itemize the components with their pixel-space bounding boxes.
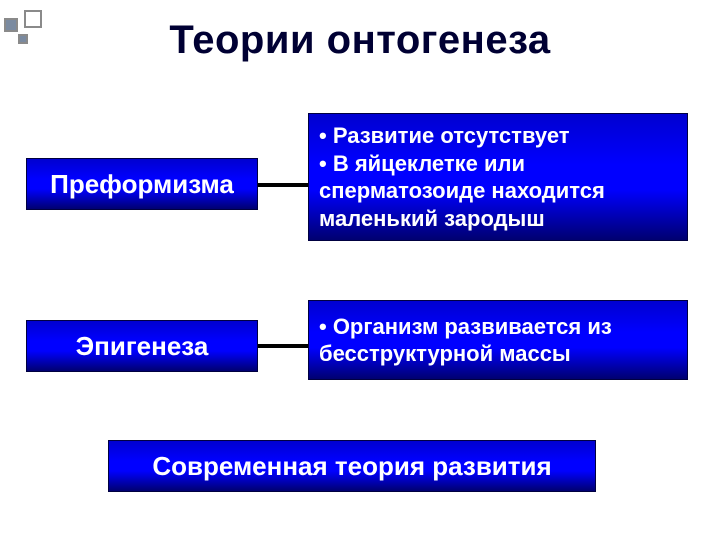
desc-line: сперматозоиде находится bbox=[319, 177, 605, 205]
label-text: Преформизма bbox=[50, 169, 234, 200]
desc-line: • Развитие отсутствует bbox=[319, 122, 605, 150]
theory-label-epigenesis: Эпигенеза bbox=[26, 320, 258, 372]
theory-label-preformism: Преформизма bbox=[26, 158, 258, 210]
theory-label-modern: Современная теория развития bbox=[108, 440, 596, 492]
desc-line: бесструктурной массы bbox=[319, 340, 612, 368]
theory-desc-epigenesis: • Организм развивается из бесструктурной… bbox=[308, 300, 688, 380]
label-text: Эпигенеза bbox=[76, 331, 209, 362]
theory-desc-preformism: • Развитие отсутствует • В яйцеклетке ил… bbox=[308, 113, 688, 241]
page-title: Теории онтогенеза bbox=[0, 0, 720, 63]
connector bbox=[258, 183, 308, 187]
desc-line: маленький зародыш bbox=[319, 205, 605, 233]
desc-line: • В яйцеклетке или bbox=[319, 150, 605, 178]
corner-decoration bbox=[0, 0, 80, 60]
desc-line: • Организм развивается из bbox=[319, 313, 612, 341]
connector bbox=[258, 344, 308, 348]
label-text: Современная теория развития bbox=[152, 451, 551, 482]
